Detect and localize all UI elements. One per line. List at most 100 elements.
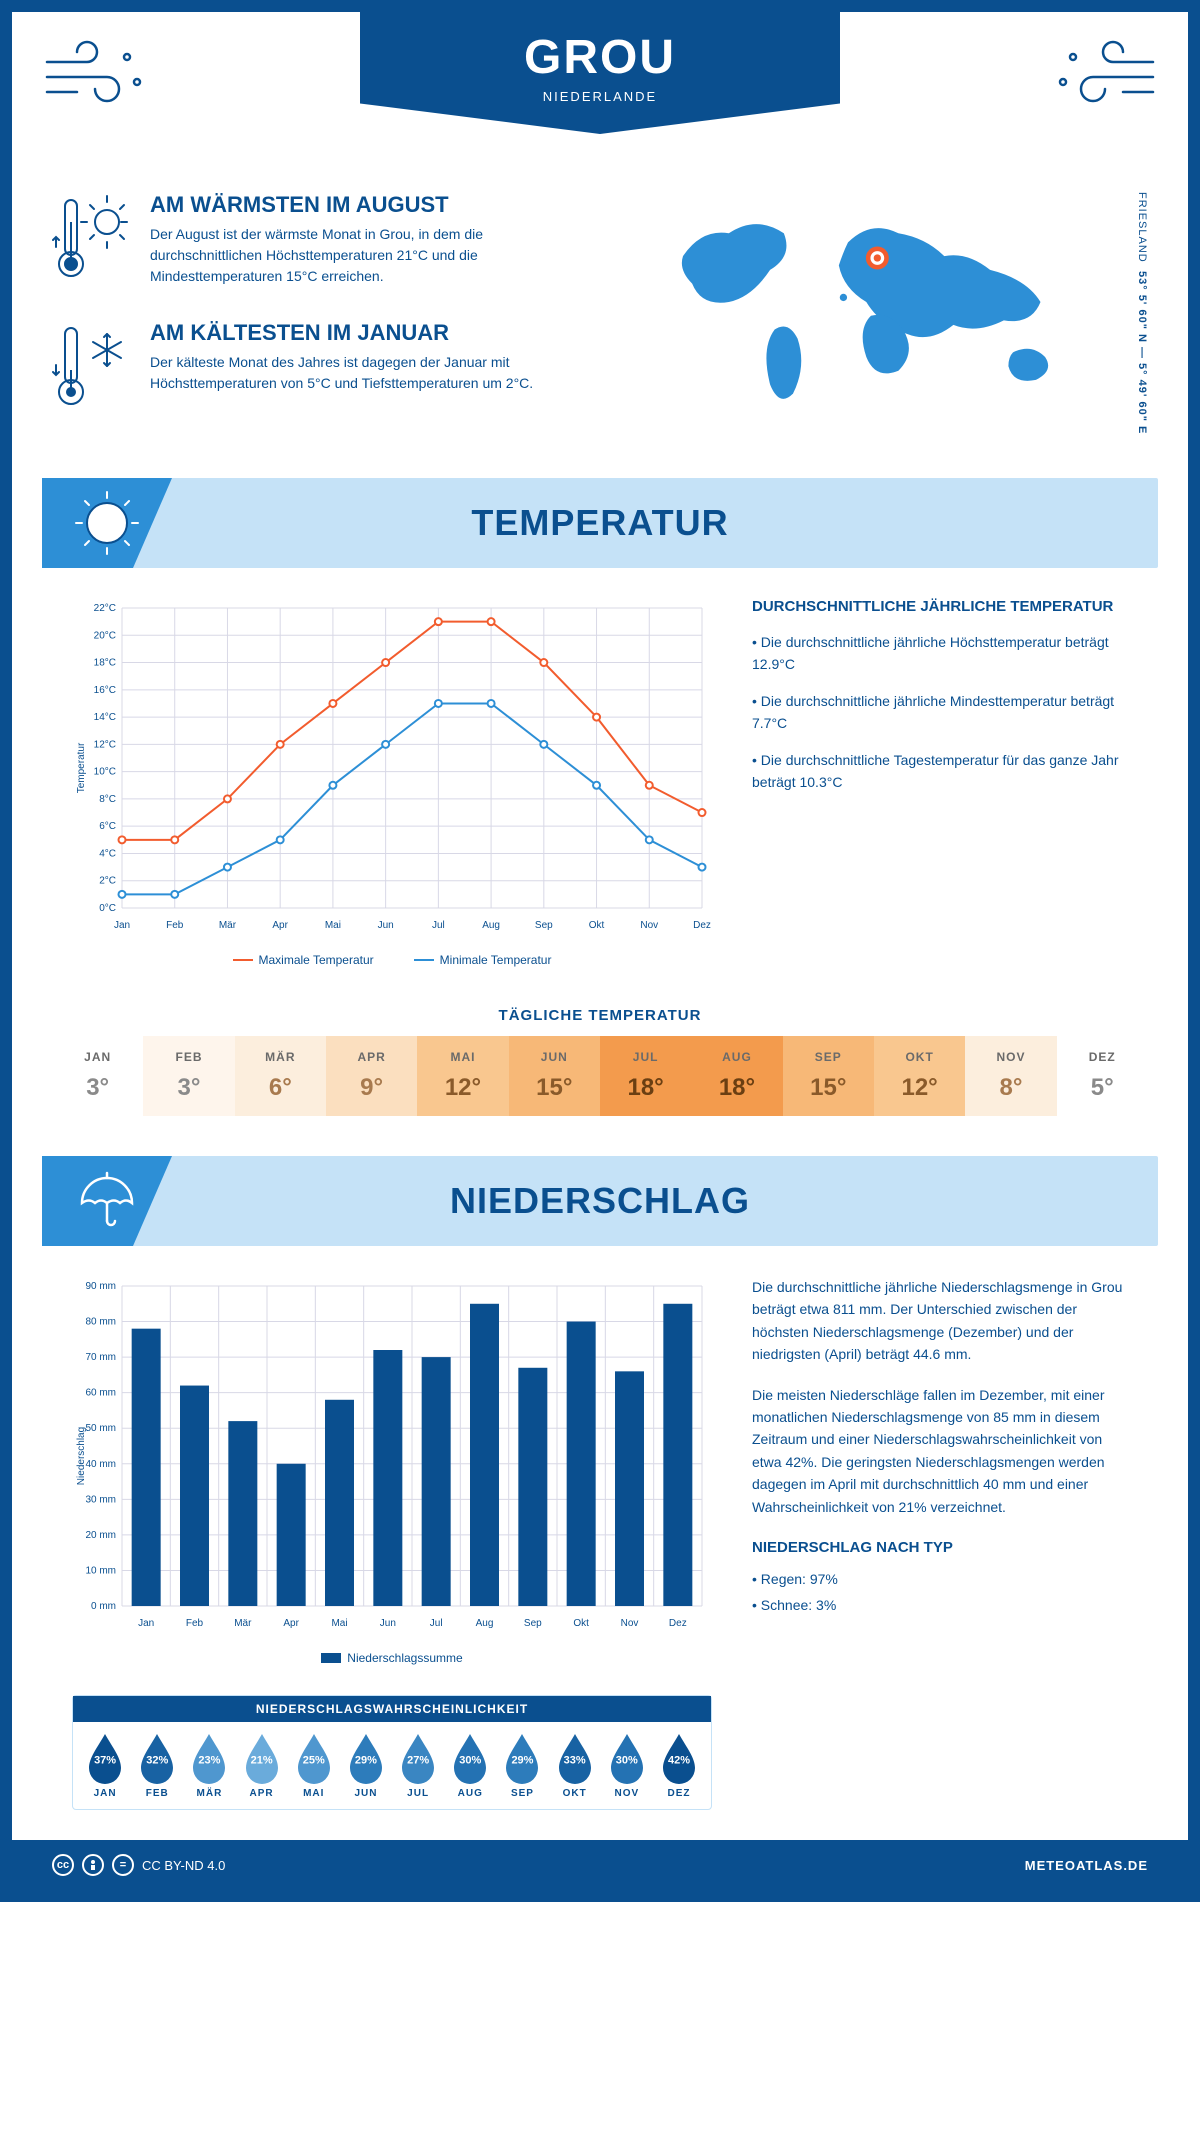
daily-cell: AUG18° bbox=[691, 1036, 782, 1116]
daily-month: SEP bbox=[783, 1050, 874, 1064]
svg-text:Aug: Aug bbox=[476, 1618, 494, 1629]
thermometer-snow-icon bbox=[52, 320, 132, 420]
prob-value: 29% bbox=[355, 1754, 377, 1766]
license-text: CC BY-ND 4.0 bbox=[142, 1858, 225, 1873]
info-left: AM WÄRMSTEN IM AUGUST Der August ist der… bbox=[52, 192, 585, 448]
svg-text:Mai: Mai bbox=[325, 920, 341, 931]
precip-legend: Niederschlagssumme bbox=[72, 1651, 712, 1665]
prob-value: 42% bbox=[668, 1754, 690, 1766]
svg-text:Nov: Nov bbox=[621, 1618, 639, 1629]
prob-value: 25% bbox=[303, 1754, 325, 1766]
drop-icon: 30% bbox=[449, 1732, 491, 1784]
temp-bullet: • Die durchschnittliche jährliche Mindes… bbox=[752, 690, 1128, 735]
prob-cell: 21% APR bbox=[236, 1732, 288, 1799]
daily-month: OKT bbox=[874, 1050, 965, 1064]
prob-month: MAI bbox=[288, 1788, 340, 1799]
svg-text:Jul: Jul bbox=[430, 1618, 443, 1629]
drop-icon: 21% bbox=[241, 1732, 283, 1784]
daily-cell: JUL 18° bbox=[600, 1036, 691, 1116]
prob-cell: 30%AUG bbox=[444, 1732, 496, 1799]
probability-row: 37%JAN32%FEB23%MÄR21%APR25%MAI29%JUN27%J… bbox=[73, 1722, 711, 1809]
region-label: FRIESLAND bbox=[1136, 192, 1148, 263]
svg-text:10°C: 10°C bbox=[94, 767, 116, 778]
prob-value: 30% bbox=[616, 1754, 638, 1766]
svg-text:Mai: Mai bbox=[331, 1618, 347, 1629]
sun-icon bbox=[42, 478, 172, 568]
prob-month: JAN bbox=[79, 1788, 131, 1799]
svg-text:8°C: 8°C bbox=[99, 794, 116, 805]
probability-title: NIEDERSCHLAGSWAHRSCHEINLICHKEIT bbox=[73, 1696, 711, 1722]
svg-text:6°C: 6°C bbox=[99, 821, 116, 832]
warmest-text: Der August ist der wärmste Monat in Grou… bbox=[150, 224, 585, 287]
daily-cell: JAN3° bbox=[52, 1036, 143, 1116]
prob-month: APR bbox=[236, 1788, 288, 1799]
daily-month: DEZ bbox=[1057, 1050, 1148, 1064]
precip-para1: Die durchschnittliche jährliche Niedersc… bbox=[752, 1276, 1128, 1366]
wind-icon bbox=[1048, 32, 1158, 117]
drop-icon: 30% bbox=[606, 1732, 648, 1784]
probability-box: NIEDERSCHLAGSWAHRSCHEINLICHKEIT 37%JAN32… bbox=[72, 1695, 712, 1810]
temp-chart: 0°C2°C4°C6°C8°C10°C12°C14°C16°C18°C20°C2… bbox=[72, 598, 712, 967]
daily-title: TÄGLICHE TEMPERATUR bbox=[12, 1007, 1188, 1024]
svg-text:Jul: Jul bbox=[432, 920, 445, 931]
prob-month: SEP bbox=[496, 1788, 548, 1799]
prob-cell: 25% MAI bbox=[288, 1732, 340, 1799]
daily-month: JUN bbox=[509, 1050, 600, 1064]
prob-cell: 27%JUL bbox=[392, 1732, 444, 1799]
prob-month: OKT bbox=[549, 1788, 601, 1799]
prob-cell: 33% OKT bbox=[549, 1732, 601, 1799]
drop-icon: 42% bbox=[658, 1732, 700, 1784]
precip-type-bullet: • Schnee: 3% bbox=[752, 1594, 1128, 1616]
legend-min: Minimale Temperatur bbox=[440, 953, 552, 967]
temp-content: 0°C2°C4°C6°C8°C10°C12°C14°C16°C18°C20°C2… bbox=[12, 568, 1188, 987]
daily-month: FEB bbox=[143, 1050, 234, 1064]
daily-value: 6° bbox=[235, 1074, 326, 1102]
daily-value: 3° bbox=[52, 1074, 143, 1102]
warmest-title: AM WÄRMSTEN IM AUGUST bbox=[150, 192, 585, 218]
svg-text:Okt: Okt bbox=[589, 920, 605, 931]
by-icon bbox=[82, 1854, 104, 1876]
coldest-title: AM KÄLTESTEN IM JANUAR bbox=[150, 320, 585, 346]
drop-icon: 32% bbox=[136, 1732, 178, 1784]
daily-month: MAI bbox=[417, 1050, 508, 1064]
temp-bullet: • Die durchschnittliche jährliche Höchst… bbox=[752, 631, 1128, 676]
prob-month: MÄR bbox=[183, 1788, 235, 1799]
temp-bullet: • Die durchschnittliche Tagestemperatur … bbox=[752, 749, 1128, 794]
svg-text:Dez: Dez bbox=[693, 920, 711, 931]
coords-label: 53° 5' 60" N — 5° 49' 60" E bbox=[1136, 271, 1148, 434]
daily-temp-table: JAN3°FEB3°MÄR6°APR9°MAI12°JUN15°JUL18°AU… bbox=[52, 1036, 1148, 1116]
daily-month: APR bbox=[326, 1050, 417, 1064]
world-map bbox=[615, 192, 1136, 417]
footer: cc = CC BY-ND 4.0 METEOATLAS.DE bbox=[12, 1840, 1188, 1890]
svg-text:Sep: Sep bbox=[535, 920, 553, 931]
svg-text:Nov: Nov bbox=[640, 920, 658, 931]
svg-text:2°C: 2°C bbox=[99, 876, 116, 887]
daily-value: 18° bbox=[691, 1074, 782, 1102]
daily-month: JUL bbox=[600, 1050, 691, 1064]
drop-icon: 29% bbox=[345, 1732, 387, 1784]
precip-type-title: NIEDERSCHLAG NACH TYP bbox=[752, 1536, 1128, 1560]
svg-text:20°C: 20°C bbox=[94, 630, 116, 641]
warmest-block: AM WÄRMSTEN IM AUGUST Der August ist der… bbox=[52, 192, 585, 292]
daily-value: 18° bbox=[600, 1074, 691, 1102]
cc-icon: cc bbox=[52, 1854, 74, 1876]
wind-icon bbox=[42, 32, 152, 117]
svg-text:4°C: 4°C bbox=[99, 848, 116, 859]
precip-content: 0 mm10 mm20 mm30 mm40 mm50 mm60 mm70 mm8… bbox=[12, 1246, 1188, 1675]
svg-text:Apr: Apr bbox=[272, 920, 288, 931]
nd-icon: = bbox=[112, 1854, 134, 1876]
drop-icon: 33% bbox=[554, 1732, 596, 1784]
daily-cell: MAI 12° bbox=[417, 1036, 508, 1116]
umbrella-icon bbox=[42, 1156, 172, 1246]
precip-chart: 0 mm10 mm20 mm30 mm40 mm50 mm60 mm70 mm8… bbox=[72, 1276, 712, 1665]
precip-text: Die durchschnittliche jährliche Niedersc… bbox=[752, 1276, 1128, 1665]
precip-title: NIEDERSCHLAG bbox=[450, 1180, 750, 1222]
daily-cell: FEB3° bbox=[143, 1036, 234, 1116]
svg-text:Jan: Jan bbox=[114, 920, 130, 931]
prob-month: DEZ bbox=[653, 1788, 705, 1799]
daily-value: 12° bbox=[417, 1074, 508, 1102]
svg-text:90 mm: 90 mm bbox=[85, 1281, 116, 1292]
prob-cell: 42% DEZ bbox=[653, 1732, 705, 1799]
svg-text:70 mm: 70 mm bbox=[85, 1352, 116, 1363]
svg-text:16°C: 16°C bbox=[94, 685, 116, 696]
